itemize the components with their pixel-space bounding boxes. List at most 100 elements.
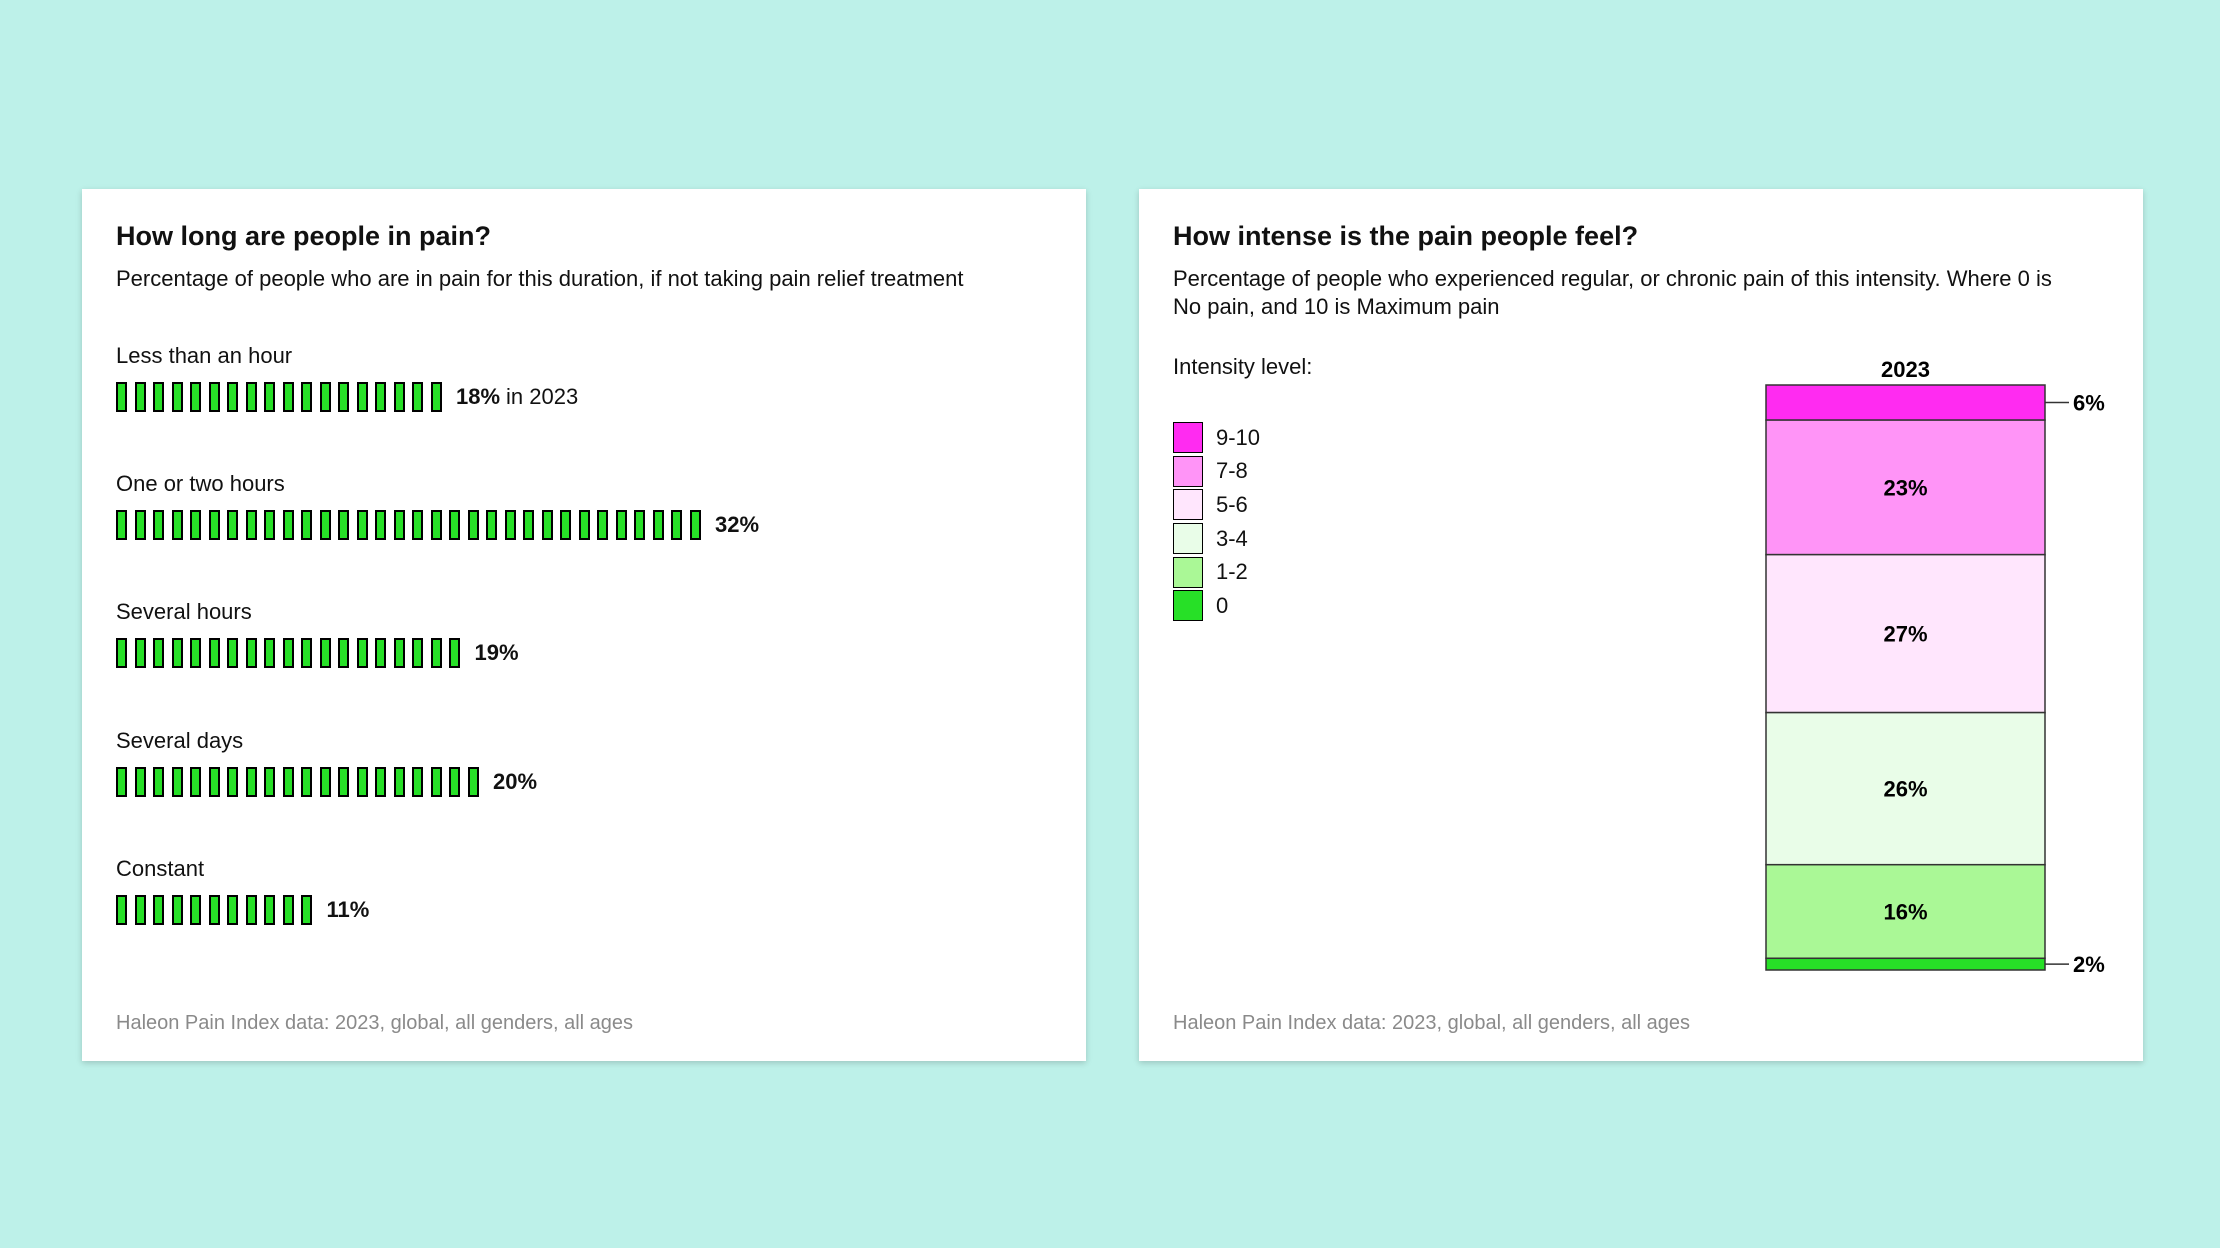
- legend-label: 9-10: [1216, 424, 1261, 450]
- bar-block: [208, 382, 220, 412]
- bar-block: [338, 767, 349, 797]
- bar-block: [190, 510, 201, 540]
- bar: [116, 510, 708, 540]
- bar-block: [412, 767, 423, 797]
- bar-block: [393, 510, 405, 540]
- bar-block: [338, 382, 349, 412]
- bar-block: [338, 638, 349, 668]
- value-label: 32%: [715, 512, 760, 537]
- value-label: 6%: [2073, 391, 2105, 416]
- bar-block: [171, 895, 183, 925]
- category-label: Several hours: [116, 599, 252, 624]
- bar-block: [134, 382, 146, 412]
- bar-block: [375, 638, 386, 668]
- legend-swatch: [1173, 422, 1203, 454]
- value-label: 20%: [493, 769, 538, 794]
- bar-block: [116, 382, 127, 412]
- bar-block: [356, 767, 368, 797]
- legend-title: Intensity level:: [1173, 354, 1313, 379]
- bar-block: [412, 382, 423, 412]
- pain-intensity-card: How intense is the pain people feel? Per…: [1139, 189, 2143, 1061]
- bar-block: [393, 638, 405, 668]
- legend-item: 7-8: [1173, 455, 1260, 489]
- bar-block: [245, 895, 257, 925]
- stack-segment: [1765, 863, 2046, 960]
- bar-block: [375, 510, 386, 540]
- year-note: in 2023: [506, 384, 579, 409]
- bar-block: [449, 510, 460, 540]
- legend-label: 0: [1216, 592, 1229, 618]
- bar-block: [171, 767, 183, 797]
- bar-block: [116, 767, 127, 797]
- bar-block: [375, 767, 386, 797]
- bar-block: [615, 510, 627, 540]
- bar-block: [541, 510, 553, 540]
- legend-label: 5-6: [1216, 491, 1248, 517]
- bar-block: [671, 510, 682, 540]
- bar-block: [597, 510, 608, 540]
- bar-block: [264, 382, 275, 412]
- bar-block: [301, 767, 312, 797]
- bar-block: [245, 767, 257, 797]
- value-label: 18%: [456, 384, 501, 409]
- bar-block: [356, 382, 368, 412]
- card-subtitle: Percentage of people who are in pain for…: [116, 266, 964, 291]
- bar-block: [282, 382, 294, 412]
- bar: [116, 895, 320, 925]
- bar-block: [319, 767, 331, 797]
- bar-block: [134, 510, 146, 540]
- bar-block: [486, 510, 497, 540]
- bar-block: [375, 382, 386, 412]
- bar-block: [504, 510, 516, 540]
- bar-block: [430, 510, 442, 540]
- bar: [116, 638, 468, 668]
- intensity-stacked-bar: 2023 6% 23% 27% 26% 16% 2%: [1765, 357, 2105, 977]
- legend-item: 3-4: [1173, 522, 1260, 556]
- bar-block: [282, 895, 294, 925]
- bar-block: [264, 510, 275, 540]
- bar-block: [578, 510, 590, 540]
- bar-block: [264, 767, 275, 797]
- bar-block: [134, 767, 146, 797]
- bar-block: [116, 638, 127, 668]
- bar-block: [467, 510, 479, 540]
- bar-block: [319, 510, 331, 540]
- legend-swatch: [1173, 556, 1203, 588]
- bar-block: [412, 510, 423, 540]
- value-label: 27%: [1883, 622, 1927, 647]
- value-label: 16%: [1883, 900, 1927, 925]
- category-label: Several days: [116, 728, 244, 753]
- bar: [116, 767, 486, 797]
- legend-swatch: [1173, 523, 1203, 555]
- bar-block: [449, 638, 460, 668]
- bar-block: [430, 767, 442, 797]
- bar-block: [282, 510, 294, 540]
- stack-segment: [1765, 384, 2046, 421]
- bar-block: [171, 382, 183, 412]
- card-title: How intense is the pain people feel?: [1173, 221, 1639, 251]
- bar-block: [227, 638, 238, 668]
- bar-block: [652, 510, 664, 540]
- stack-segment: [1765, 419, 2046, 556]
- bar-block: [301, 382, 312, 412]
- bar-block: [171, 638, 183, 668]
- value-label: 11%: [326, 897, 370, 922]
- bar-block: [264, 638, 275, 668]
- duration-row: Less than an hour 18% in 2023: [116, 341, 578, 414]
- bar-block: [153, 638, 164, 668]
- bar-block: [264, 895, 275, 925]
- category-label: 2023: [1881, 357, 1930, 382]
- card-title: How long are people in pain?: [116, 221, 492, 251]
- bar-block: [190, 895, 201, 925]
- bar-block: [208, 510, 220, 540]
- intensity-legend: 9-10 7-8 5-6 3-4 1-2 0: [1173, 421, 1260, 623]
- bar-block: [393, 767, 405, 797]
- bar-block: [430, 638, 442, 668]
- pain-duration-card: How long are people in pain? Percentage …: [82, 189, 1086, 1061]
- legend-label: 1-2: [1216, 559, 1248, 585]
- bar-block: [689, 510, 701, 540]
- bar-block: [245, 382, 257, 412]
- category-label: One or two hours: [116, 471, 285, 496]
- bar-block: [208, 638, 220, 668]
- bar-block: [116, 510, 127, 540]
